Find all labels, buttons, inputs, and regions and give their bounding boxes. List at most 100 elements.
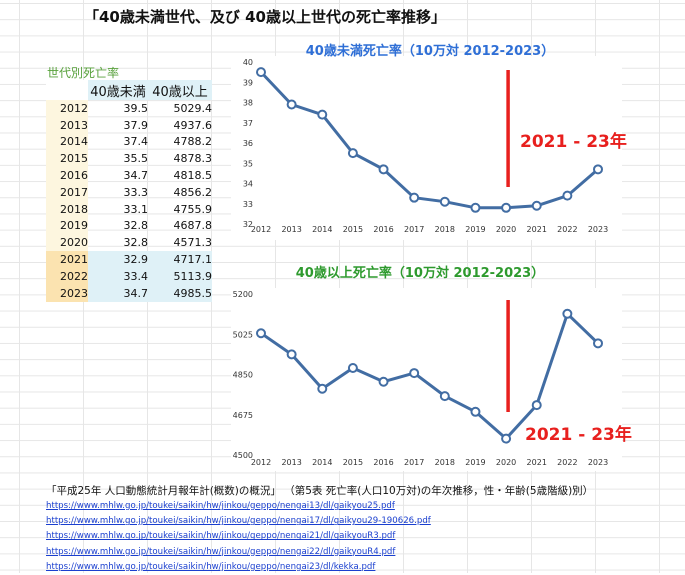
year-cell: 2021 <box>46 251 88 268</box>
data-point <box>501 433 512 444</box>
chart-title: 40歳以上死亡率（10万対 2012-2023） <box>296 265 544 281</box>
source-link[interactable]: https://www.mhlw.go.jp/toukei/saikin/hw/… <box>46 501 395 511</box>
y-tick-label: 36 <box>243 139 253 148</box>
data-point <box>286 349 297 360</box>
y-tick-label: 4675 <box>233 411 253 420</box>
data-point <box>531 400 542 411</box>
source-link[interactable]: https://www.mhlw.go.jp/toukei/saikin/hw/… <box>46 531 396 542</box>
year-cell: 2023 <box>46 284 88 302</box>
y-tick-label: 5200 <box>233 290 253 299</box>
table-row: 2016 34.7 4818.5 <box>46 167 212 184</box>
data-point <box>347 362 358 373</box>
over40-cell: 4717.1 <box>148 251 212 268</box>
x-tick-label: 2020 <box>496 458 516 467</box>
x-tick-label: 2020 <box>496 225 516 234</box>
y-tick-label: 39 <box>243 78 253 87</box>
table-row: 2012 39.5 5029.4 <box>46 100 212 117</box>
year-cell: 2017 <box>46 183 88 201</box>
x-tick-label: 2012 <box>251 225 271 234</box>
table-row: 2015 35.5 4878.3 <box>46 150 213 168</box>
x-tick-label: 2019 <box>465 458 485 467</box>
table-row: 2017 33.3 4856.2 <box>46 183 212 201</box>
over40-chart: 40歳以上死亡率（10万対 2012-2023） 4500 4675 4850 5025… <box>231 265 632 471</box>
annotation-label: 2021 - 23年 <box>520 131 627 152</box>
x-tick-label: 2023 <box>588 225 608 234</box>
table-row: 2022 33.4 5113.9 <box>46 267 212 285</box>
y-tick-label: 33 <box>243 200 253 209</box>
x-tick-label: 2015 <box>343 225 363 234</box>
page-title: 「40歳未満世代、及び 40歳以上世代の死亡率推移」 <box>84 8 446 26</box>
table-row: 2013 37.9 4937.6 <box>46 116 212 134</box>
table-title: 世代別死亡率 <box>47 66 120 80</box>
x-tick-label: 2017 <box>404 458 424 467</box>
y-tick-label: 34 <box>243 180 253 189</box>
year-cell: 2014 <box>46 133 88 151</box>
year-cell: 2020 <box>46 234 88 252</box>
y-tick-label: 37 <box>243 119 253 128</box>
x-tick-label: 2022 <box>557 225 577 234</box>
x-tick-label: 2021 <box>527 225 547 234</box>
under40-cell: 39.5 <box>123 101 149 115</box>
x-tick-label: 2014 <box>312 225 332 234</box>
under40-chart: 40歳未満死亡率（10万対 2012-2023） 32 33 34 35 36 37 38 39… <box>231 43 627 240</box>
table-row: 2023 34.7 4985.5 <box>46 284 212 302</box>
x-tick-label: 2022 <box>557 458 577 467</box>
source-link[interactable]: https://www.mhlw.go.jp/toukei/saikin/hw/… <box>46 516 431 527</box>
data-point <box>470 202 481 213</box>
x-tick-label: 2012 <box>251 458 271 467</box>
table-row: 2021 32.9 4717.1 <box>46 251 212 268</box>
year-cell: 2018 <box>46 200 88 218</box>
series-line <box>259 71 599 210</box>
annotation-label: 2021 - 23年 <box>525 424 632 445</box>
source-note: 「平成25年 人口動態統計月報年計(概数)の概況」 （第5表 死亡率(人口10万… <box>46 485 594 497</box>
mortality-table: 40歳未満 40歳以上 2012 39.5 5029.4 2013 37.9 4937.6… <box>46 80 212 302</box>
table-row: 2020 32.8 4571.3 <box>46 234 212 252</box>
under40-cell: 33.4 <box>88 267 148 285</box>
x-tick-label: 2014 <box>312 458 332 467</box>
y-tick-label: 35 <box>243 159 253 168</box>
data-point <box>409 368 420 379</box>
table-row: 2019 32.8 4687.8 <box>46 217 212 235</box>
over40-cell: 4985.5 <box>148 284 212 302</box>
data-point <box>531 200 542 211</box>
under40-cell: 32.9 <box>88 251 148 268</box>
over40-cell: 5113.9 <box>148 267 212 285</box>
data-point <box>317 109 328 120</box>
over40-cell: 4818.5 <box>173 169 213 183</box>
series-line <box>260 312 600 441</box>
header-under40: 40歳未満 <box>88 80 148 100</box>
y-tick-label: 4500 <box>233 451 253 460</box>
data-point <box>347 148 358 159</box>
under40-cell: 34.7 <box>123 169 149 183</box>
x-tick-label: 2015 <box>343 458 363 467</box>
data-point <box>256 67 266 78</box>
under40-cell: 37.9 <box>123 118 149 132</box>
over40-cell: 4878.3 <box>173 152 213 166</box>
source-link[interactable]: https://www.mhlw.go.jp/toukei/saikin/hw/… <box>46 546 396 557</box>
year-cell: 2015 <box>46 150 88 168</box>
source-link[interactable]: https://www.mhlw.go.jp/toukei/saikin/hw/… <box>46 561 376 572</box>
y-tick-label: 5025 <box>233 330 253 339</box>
under40-cell: 32.8 <box>123 236 149 250</box>
year-cell: 2013 <box>46 116 88 134</box>
under40-cell: 37.4 <box>123 135 149 149</box>
x-tick-label: 2018 <box>435 458 455 467</box>
x-tick-label: 2016 <box>373 458 393 467</box>
data-point <box>439 196 450 207</box>
x-tick-label: 2023 <box>588 458 608 467</box>
data-point <box>256 328 266 339</box>
year-cell: 2012 <box>46 100 88 117</box>
year-cell: 2019 <box>46 217 88 235</box>
header-over40: 40歳以上 <box>148 80 212 100</box>
year-cell: 2022 <box>46 267 88 285</box>
data-point <box>593 164 603 175</box>
data-point <box>562 308 573 319</box>
data-point <box>593 338 603 349</box>
under40-cell: 33.1 <box>123 202 149 216</box>
plot-area <box>231 56 622 240</box>
data-point <box>378 164 389 175</box>
x-tick-label: 2019 <box>465 225 485 234</box>
x-tick-label: 2016 <box>373 225 393 234</box>
data-point <box>501 202 512 213</box>
y-tick-label: 4850 <box>233 371 253 380</box>
